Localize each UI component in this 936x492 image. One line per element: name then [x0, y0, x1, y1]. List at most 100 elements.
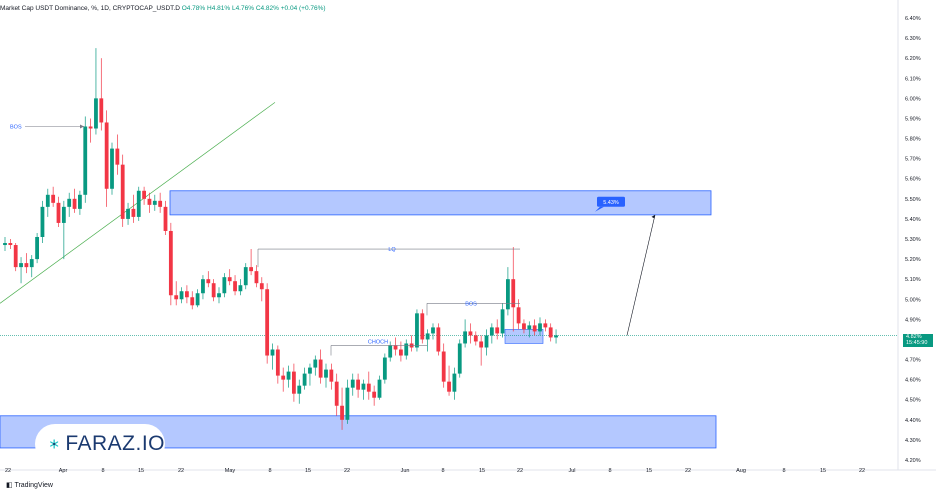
- candle-body: [174, 295, 179, 300]
- candle-body: [158, 200, 163, 207]
- candle-body: [431, 327, 435, 334]
- candle-body: [163, 206, 168, 231]
- candle-body: [19, 263, 23, 268]
- projection-arrow: [626, 214, 656, 336]
- candle-body: [350, 379, 355, 388]
- candle-body: [506, 279, 510, 310]
- candle-body: [67, 198, 72, 207]
- y-tick-label: 5.50%: [905, 197, 921, 203]
- candle-body: [238, 285, 243, 292]
- candle-body: [190, 297, 195, 306]
- candle-body: [447, 381, 451, 392]
- candle-body: [463, 331, 467, 344]
- candle-body: [8, 243, 13, 246]
- ohlc-close: C4.82%: [255, 5, 279, 12]
- ohlc-change: +0.04 (+0.76%): [280, 5, 326, 12]
- candle-body: [324, 369, 328, 378]
- candle-body: [249, 267, 253, 272]
- ohlc-high: H4.81%: [207, 5, 231, 12]
- candle-body: [340, 405, 344, 420]
- y-tick-label: 6.40%: [905, 16, 921, 22]
- candle-body: [420, 313, 425, 340]
- candle-body: [259, 283, 264, 290]
- bos-left-label: BOS: [10, 124, 22, 130]
- candle-body: [152, 200, 157, 205]
- candle-body: [195, 293, 200, 306]
- y-tick-label: 5.00%: [905, 297, 921, 303]
- symbol-title: Market Cap USDT Dominance, %, 1D, CRYPTO…: [0, 5, 180, 12]
- candle-body: [308, 367, 312, 374]
- y-tick-label: 6.20%: [905, 56, 921, 62]
- candle-body: [532, 325, 537, 332]
- y-tick-label: 4.90%: [905, 317, 921, 323]
- candle-body: [29, 259, 34, 268]
- x-tick-label: Jun: [401, 468, 410, 474]
- x-tick-label: May: [225, 468, 236, 474]
- candle-body: [286, 371, 291, 380]
- candle-body: [24, 263, 29, 268]
- candle-body: [254, 271, 259, 284]
- candle-body: [281, 375, 286, 380]
- y-tick-label: 5.60%: [905, 177, 921, 183]
- candle-body: [500, 309, 505, 334]
- choch-label: CHOCH: [368, 339, 388, 345]
- y-tick-label: 4.20%: [905, 458, 921, 464]
- x-tick-label: 22: [5, 468, 11, 474]
- x-tick-label: 8: [608, 468, 611, 474]
- candle-body: [115, 148, 120, 165]
- candle-body: [484, 335, 489, 348]
- y-tick-label: 5.40%: [905, 217, 921, 223]
- candle-body: [479, 341, 484, 348]
- candle-body: [356, 379, 360, 390]
- candle-body: [334, 381, 339, 406]
- y-tick-label: 5.80%: [905, 137, 921, 143]
- candle-body: [35, 236, 39, 260]
- supply-zone: [169, 190, 712, 216]
- candle-body: [88, 126, 93, 129]
- x-tick-label: 8: [101, 468, 104, 474]
- candle-body: [13, 245, 18, 268]
- candle-body: [468, 331, 473, 336]
- candle-body: [302, 373, 307, 386]
- x-tick-label: 22: [178, 468, 184, 474]
- candle-body: [78, 194, 82, 209]
- candle-body: [94, 98, 98, 129]
- bos-right-label: BOS: [465, 301, 477, 307]
- y-tick-label: 4.30%: [905, 438, 921, 444]
- candle-body: [297, 385, 302, 394]
- target-callout-pointer: [595, 206, 604, 212]
- candle-body: [399, 349, 403, 356]
- lq-label: LQ: [388, 247, 396, 253]
- candle-body: [425, 333, 430, 340]
- candle-body: [83, 126, 88, 195]
- candle-body: [126, 208, 130, 219]
- candle-body: [436, 327, 441, 352]
- candle-body: [217, 293, 221, 298]
- candle-body: [527, 325, 532, 330]
- y-tick-label: 4.60%: [905, 378, 921, 384]
- candle-body: [457, 343, 462, 374]
- candle-body: [45, 194, 50, 207]
- x-tick-label: 8: [441, 468, 444, 474]
- logo-text: FARAZ.IO: [65, 432, 165, 455]
- x-tick-label: 8: [268, 468, 271, 474]
- y-tick-label: 4.40%: [905, 418, 921, 424]
- candle-body: [110, 148, 114, 189]
- candle-body: [142, 190, 146, 199]
- y-tick-label: 4.50%: [905, 398, 921, 404]
- candle-body: [345, 387, 350, 420]
- brand-label: TradingView: [14, 482, 53, 489]
- candle-body: [120, 164, 125, 219]
- x-tick-label: Apr: [59, 468, 68, 474]
- candle-body: [233, 281, 237, 292]
- candle-body: [201, 279, 205, 294]
- candle-body: [415, 313, 419, 348]
- y-tick-label: 6.30%: [905, 36, 921, 42]
- candle-body: [56, 202, 61, 223]
- x-tick-label: 15: [646, 468, 652, 474]
- candle-body: [452, 373, 457, 392]
- candle-body: [147, 198, 152, 205]
- candle-body: [377, 379, 382, 398]
- tradingview-logo-icon: ◧: [6, 482, 15, 489]
